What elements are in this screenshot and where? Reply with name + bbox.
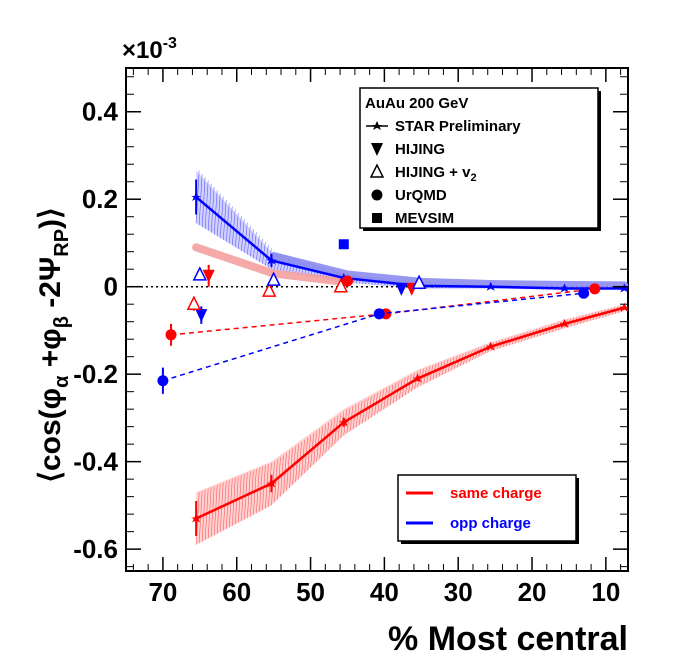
series-8 <box>341 275 353 287</box>
y-tick-label: 0.4 <box>82 97 119 127</box>
x-tick-label: 50 <box>296 577 325 607</box>
legend-upper-shadow <box>598 91 601 231</box>
data-point <box>373 308 385 320</box>
legend-upper-label: HIJING + v2 <box>395 164 477 184</box>
y-tick-label: 0.2 <box>82 184 118 214</box>
data-point <box>578 287 590 299</box>
series-0 <box>191 302 630 537</box>
data-point <box>195 309 208 323</box>
legend-upper-shadow <box>363 228 601 231</box>
x-tick-label: 70 <box>148 577 177 607</box>
data-point <box>412 373 423 383</box>
data-point <box>266 478 277 488</box>
data-point <box>262 282 277 297</box>
legend-marker <box>371 143 383 156</box>
data-point <box>341 275 353 287</box>
legend-lower-label: same charge <box>450 485 542 502</box>
legend-marker <box>372 213 382 223</box>
legend-lower-box <box>397 474 577 542</box>
systematic-band <box>196 304 625 545</box>
y-tick-label: -0.6 <box>73 534 118 564</box>
legend-marker <box>372 121 382 130</box>
legend-upper-label: MEVSIM <box>395 210 454 227</box>
data-point <box>559 283 570 293</box>
data-point <box>266 255 277 265</box>
x-tick-label: 10 <box>591 577 620 607</box>
data-point <box>157 375 169 387</box>
x-axis-title: % Most central <box>388 620 628 658</box>
data-point <box>338 417 349 427</box>
y-tick-label: 0 <box>104 272 118 302</box>
y-axis-title: ⟨cos(φα +φβ -2ΨRP)⟩ <box>34 207 73 483</box>
data-point <box>619 302 630 312</box>
data-point <box>266 271 281 286</box>
legend-lower-shadow <box>576 478 579 544</box>
legend-upper-box <box>359 87 599 229</box>
data-point <box>395 282 408 296</box>
legend-upper: AuAu 200 GeV STAR Preliminary HIJING HIJING… <box>359 87 601 231</box>
data-point <box>485 281 496 291</box>
series-3 <box>195 282 408 324</box>
data-point <box>589 283 601 295</box>
y-tick-label: -0.2 <box>73 359 118 389</box>
legend-upper-title: AuAu 200 GeV <box>365 95 468 112</box>
data-point <box>186 295 202 310</box>
series-4 <box>186 278 349 311</box>
thick-band-line <box>269 252 629 290</box>
legend-lower: same charge opp charge <box>397 474 579 544</box>
plot-frame <box>125 67 629 572</box>
legend-upper-label: STAR Preliminary <box>395 118 521 135</box>
x-tick-label: 30 <box>444 577 473 607</box>
data-point <box>191 513 202 523</box>
data-point <box>191 192 202 202</box>
data-point <box>165 329 177 341</box>
data-point <box>338 239 349 250</box>
y-tick-label: -0.4 <box>73 447 118 477</box>
data-point <box>202 269 215 283</box>
series-7 <box>157 287 590 394</box>
x-tick-label: 20 <box>518 577 547 607</box>
legend-marker <box>369 163 385 178</box>
legend-upper-label: UrQMD <box>395 187 447 204</box>
data-point <box>485 341 496 351</box>
legend-upper-label: HIJING <box>395 141 445 158</box>
data-point <box>619 283 630 293</box>
legend-lower-label: opp charge <box>450 515 531 532</box>
data-point <box>411 274 427 289</box>
series-9 <box>338 239 349 250</box>
data-point <box>333 278 349 293</box>
series-5 <box>192 266 427 289</box>
y-axis-multiplier: ×10-3 <box>122 35 177 64</box>
x-tick-label: 40 <box>370 577 399 607</box>
x-tick-label: 60 <box>222 577 251 607</box>
legend-marker <box>371 189 383 201</box>
legend-lower-shadow <box>401 541 579 544</box>
data-point <box>559 318 570 328</box>
data-point <box>192 266 208 281</box>
